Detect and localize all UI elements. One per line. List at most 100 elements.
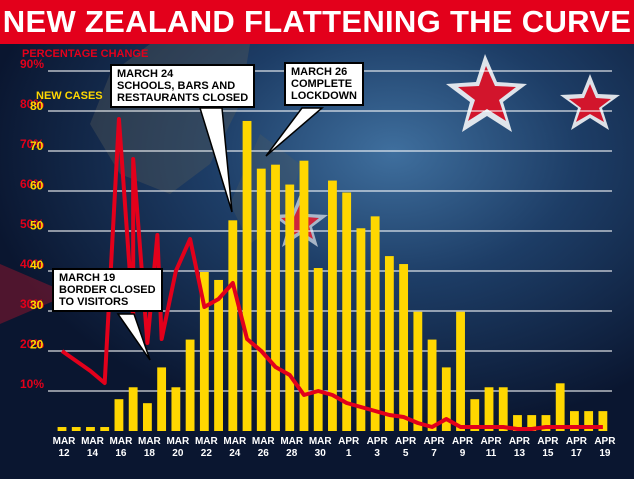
annotation-march-24: MARCH 24 SCHOOLS, BARS AND RESTAURANTS C…	[110, 64, 256, 108]
cases-tick-label: 30	[30, 298, 44, 312]
x-tick-day: 18	[144, 448, 156, 459]
x-tick-day: 12	[58, 448, 70, 459]
pct-tick-label: 10%	[20, 377, 44, 391]
bar	[114, 399, 124, 431]
bar	[100, 427, 110, 431]
pct-tick-label: 50%	[20, 217, 44, 231]
bar	[513, 415, 522, 431]
bar	[356, 228, 366, 431]
bar	[541, 415, 551, 431]
pct-tick-label: 90%	[20, 57, 44, 71]
x-tick-month: MAR	[195, 436, 219, 447]
bar	[399, 264, 409, 431]
bar	[470, 399, 480, 431]
bar	[498, 387, 508, 431]
cases-tick-label: 50	[30, 218, 44, 232]
bar	[484, 387, 494, 431]
cases-tick-label: 40	[30, 258, 44, 272]
pct-tick-label: 80%	[20, 97, 44, 111]
bar	[185, 339, 195, 431]
x-tick-day: 1	[346, 448, 352, 459]
x-tick-day: 7	[431, 448, 437, 459]
x-tick-day: 13	[514, 448, 526, 459]
x-tick-day: 20	[172, 448, 184, 459]
x-tick-month: MAR	[223, 436, 247, 447]
bar	[199, 272, 209, 431]
x-tick-day: 17	[571, 448, 583, 459]
bar	[142, 403, 152, 431]
bar	[271, 164, 280, 432]
x-tick-month: APR	[367, 436, 389, 447]
chart-title: NEW ZEALAND FLATTENING THE CURVE	[2, 4, 632, 39]
x-tick-day: 3	[374, 448, 380, 459]
x-tick-month: APR	[537, 436, 559, 447]
x-tick-day: 24	[229, 448, 241, 459]
pct-tick-label: 30%	[20, 297, 44, 311]
bar	[384, 256, 394, 431]
bar	[171, 387, 181, 431]
bar	[313, 268, 323, 431]
pct-tick-label: 60%	[20, 177, 44, 191]
bar	[441, 367, 451, 431]
legend-new-cases: NEW CASES	[36, 90, 103, 102]
x-tick-month: MAR	[309, 436, 333, 447]
x-tick-month: MAR	[252, 436, 276, 447]
x-tick-day: 28	[286, 448, 298, 459]
annotation-pointer-march-19	[116, 313, 151, 361]
pct-tick-label: 40%	[20, 257, 44, 271]
bar	[584, 411, 594, 431]
x-tick-month: MAR	[53, 436, 77, 447]
x-tick-day: 14	[87, 448, 99, 459]
bar	[57, 427, 67, 431]
x-tick-month: APR	[594, 436, 616, 447]
x-tick-month: MAR	[166, 436, 190, 447]
x-tick-month: APR	[338, 436, 360, 447]
annotation-march-19: MARCH 19 BORDER CLOSED TO VISITORS	[52, 268, 163, 312]
bar	[328, 180, 337, 431]
bar	[598, 411, 608, 431]
x-tick-day: 9	[460, 448, 466, 459]
bar	[157, 367, 167, 431]
x-tick-day: 22	[201, 448, 213, 459]
annotation-march-26: MARCH 26 COMPLETE LOCKDOWN	[284, 62, 364, 106]
bar	[555, 383, 565, 431]
title-banner	[0, 0, 634, 44]
x-tick-month: APR	[395, 436, 417, 447]
bar	[570, 411, 579, 431]
bar	[228, 220, 238, 431]
bar	[71, 427, 81, 431]
bar	[427, 339, 437, 431]
x-tick-month: APR	[424, 436, 446, 447]
bar	[256, 168, 266, 431]
x-tick-month: MAR	[138, 436, 162, 447]
annotation-pointer-march-24	[198, 107, 233, 213]
bar	[128, 387, 138, 431]
x-tick-month: MAR	[81, 436, 105, 447]
bar	[342, 192, 352, 431]
x-tick-day: 15	[542, 448, 554, 459]
cases-tick-label: 60	[30, 179, 44, 193]
bar	[299, 160, 309, 431]
bar	[242, 120, 252, 431]
cases-tick-label: 70	[30, 139, 44, 153]
bar	[413, 311, 423, 431]
x-tick-day: 19	[599, 448, 611, 459]
bar	[285, 184, 295, 431]
annotation-pointer-march-26	[265, 107, 325, 157]
x-tick-month: MAR	[110, 436, 134, 447]
x-tick-month: APR	[452, 436, 474, 447]
legend-percentage-change: PERCENTAGE CHANGE	[22, 48, 149, 60]
x-tick-month: APR	[509, 436, 531, 447]
cases-tick-label: 80	[30, 99, 44, 113]
bar	[214, 279, 223, 431]
x-tick-day: 5	[403, 448, 409, 459]
x-tick-month: APR	[480, 436, 502, 447]
bar	[86, 427, 95, 431]
x-tick-day: 30	[315, 448, 327, 459]
x-tick-month: APR	[566, 436, 588, 447]
x-tick-day: 16	[115, 448, 127, 459]
pct-tick-label: 70%	[20, 137, 44, 151]
x-tick-month: MAR	[280, 436, 304, 447]
